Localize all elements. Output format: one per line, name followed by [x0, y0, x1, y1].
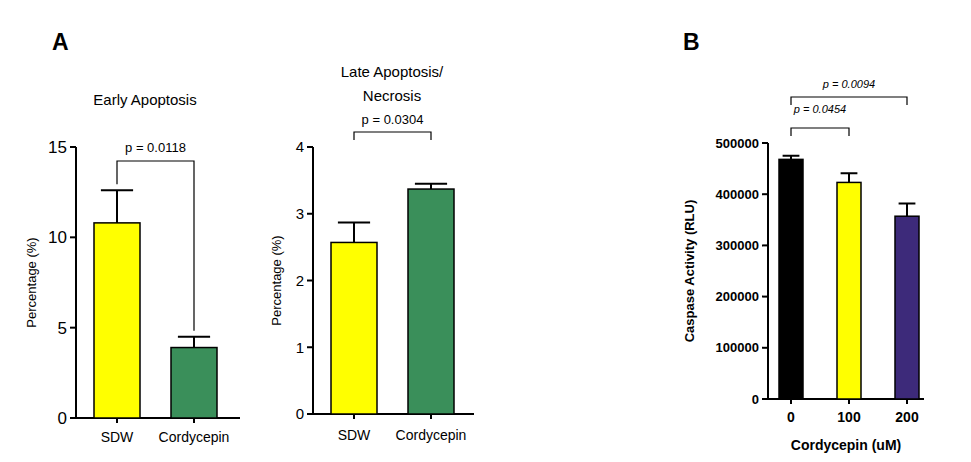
- x-axis-label: Cordycepin (uM): [791, 437, 901, 453]
- p-value-label: p = 0.0094: [822, 78, 875, 90]
- y-tick-label: 500000: [716, 136, 759, 151]
- bar: [895, 216, 919, 399]
- y-tick-label: 0: [296, 405, 304, 422]
- x-tick: [906, 399, 908, 404]
- error-bar: [841, 173, 858, 182]
- y-tick-label: 1: [296, 339, 304, 356]
- error-bar: [338, 222, 370, 242]
- bar: [408, 189, 454, 414]
- bar: [171, 348, 217, 418]
- y-axis-label: Percentage (%): [24, 237, 39, 327]
- y-axis: [75, 147, 77, 418]
- significance-bracket: [117, 161, 194, 331]
- significance-bracket: [791, 97, 907, 105]
- y-axis: [767, 143, 769, 399]
- x-tick-label: 0: [787, 409, 795, 425]
- x-tick-label: 200: [895, 409, 919, 425]
- panel-chart: Late Apoptosis/Necrosis Percentage (%) 0 1 2…: [269, 63, 474, 443]
- p-value-label: p = 0.0118: [125, 140, 186, 155]
- y-tick-label: 4: [296, 138, 304, 155]
- y-tick-label: 200000: [716, 289, 759, 304]
- bar: [94, 223, 140, 418]
- x-tick-label: Cordycepin: [396, 427, 467, 443]
- error-bar: [783, 156, 800, 160]
- title-line: Necrosis: [363, 87, 421, 104]
- panel-label: A: [52, 29, 69, 55]
- error-bar: [101, 190, 133, 223]
- x-tick-label: SDW: [101, 429, 134, 445]
- y-tick-label: 2: [296, 272, 304, 289]
- y-axis-label: Caspase Activity (RLU): [682, 200, 697, 343]
- panel-chart: A Early Apoptosis Percentage (%) 0 5 10 15 SDW C…: [24, 29, 240, 445]
- x-tick: [848, 399, 850, 404]
- chart-title: Early Apoptosis: [93, 91, 196, 108]
- title-line: Late Apoptosis/: [341, 63, 444, 80]
- error-bar: [178, 337, 210, 348]
- y-tick-label: 100000: [716, 340, 759, 355]
- y-tick-label: 0: [752, 392, 759, 407]
- significance-bracket: [791, 128, 849, 136]
- y-tick-label: 300000: [716, 238, 759, 253]
- panel-chart: B Caspase Activity (RLU) Cordycepin (uM) 0 1…: [682, 29, 924, 453]
- y-tick-label: 10: [48, 228, 67, 247]
- marks: [779, 156, 919, 399]
- figure: AEarly ApoptosisPercentage (%)051015SDWC…: [0, 0, 971, 462]
- bar: [779, 159, 803, 399]
- y-axis: [312, 147, 314, 414]
- bar: [331, 242, 377, 414]
- bar: [837, 182, 861, 399]
- y-axis-label: Percentage (%): [269, 235, 284, 325]
- x-tick: [353, 414, 355, 419]
- title-line: Early Apoptosis: [93, 91, 196, 108]
- marks: [94, 190, 217, 418]
- y-tick-label: 15: [48, 138, 67, 157]
- x-tick-label: Cordycepin: [159, 429, 230, 445]
- x-tick: [116, 418, 118, 423]
- chart-title: Late Apoptosis/Necrosis: [341, 63, 444, 104]
- error-bar: [899, 203, 916, 216]
- x-tick-label: 100: [837, 409, 861, 425]
- p-value-label: p = 0.0304: [362, 112, 424, 127]
- y-tick-label: 3: [296, 205, 304, 222]
- error-bar: [415, 184, 447, 189]
- y-tick-label: 5: [58, 319, 67, 338]
- marks: [331, 184, 454, 414]
- x-tick: [430, 414, 432, 419]
- y-tick-label: 400000: [716, 187, 759, 202]
- y-tick-label: 0: [58, 409, 67, 428]
- panel-label: B: [683, 29, 700, 55]
- significance-bracket: [354, 132, 431, 140]
- x-tick-label: SDW: [338, 427, 371, 443]
- x-tick: [790, 399, 792, 404]
- p-value-label: p = 0.0454: [793, 103, 846, 115]
- x-tick: [193, 418, 195, 423]
